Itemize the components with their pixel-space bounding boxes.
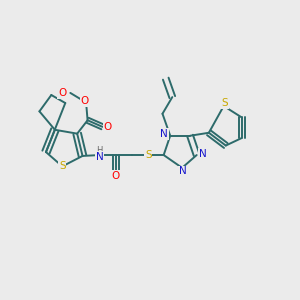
Text: O: O <box>58 88 66 98</box>
Text: N: N <box>160 129 168 139</box>
Text: S: S <box>145 150 152 160</box>
Text: O: O <box>81 96 89 106</box>
Text: O: O <box>103 122 112 132</box>
Text: H: H <box>96 146 103 155</box>
Text: N: N <box>199 149 207 159</box>
Text: S: S <box>59 161 66 171</box>
Text: O: O <box>112 171 120 181</box>
Text: N: N <box>96 152 103 161</box>
Text: N: N <box>179 167 187 176</box>
Text: S: S <box>221 98 228 108</box>
